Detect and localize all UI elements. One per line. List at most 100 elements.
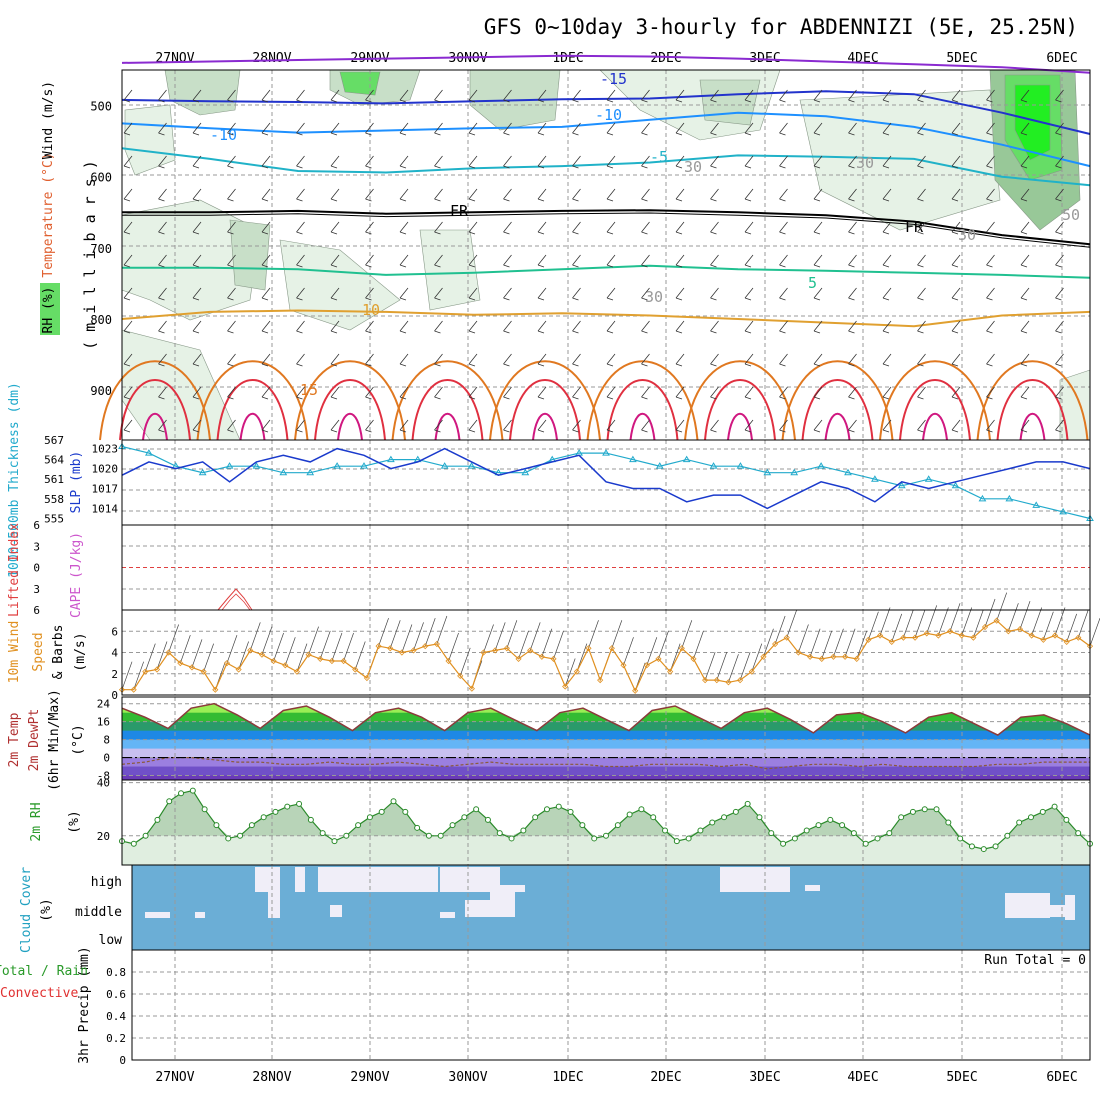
contour-label: 10 (362, 301, 380, 319)
wind-barb (1031, 607, 1043, 636)
temp-tick-label: 24 (97, 698, 111, 711)
wind-barb (848, 386, 857, 400)
wind-barb (641, 353, 650, 367)
wind-barb (1055, 155, 1064, 169)
wind-barb (123, 254, 133, 268)
wind10m-point (585, 645, 592, 652)
temp-label: 2m DewPt (27, 709, 42, 772)
wind-barb (296, 419, 305, 433)
wind-barb (710, 386, 719, 400)
wind-barb (537, 287, 547, 301)
rh-legend-swatch (40, 283, 60, 335)
rh-point (744, 800, 751, 807)
wind-barb (986, 353, 995, 367)
wind-barb (123, 419, 133, 433)
date-label-top: 2DEC (650, 51, 681, 66)
temperature-label: Temperature (°C) (41, 152, 56, 277)
wind-barb (779, 386, 788, 400)
wind-barb (553, 630, 564, 659)
wind-barb (1055, 89, 1064, 103)
wind-barb (951, 419, 961, 433)
lifted-index-tick-label: 3 (33, 583, 40, 596)
lifted-index-label: Lifted Index (7, 523, 22, 617)
wind-barb (123, 353, 133, 367)
rh-point (496, 830, 503, 837)
wind-barb (261, 254, 271, 268)
contour-label: -10 (595, 106, 622, 124)
wind-barb (296, 320, 305, 334)
wind-barb (261, 155, 271, 169)
contour-label: FR (905, 218, 924, 236)
cloud-fill (145, 912, 170, 918)
wind-barb (296, 386, 305, 400)
wind-barb (833, 628, 844, 657)
date-label-bottom: 3DEC (749, 1070, 780, 1085)
wind-barb (1089, 618, 1100, 647)
wind-barb (868, 611, 879, 640)
temp-bands (122, 703, 1090, 780)
wind-barb (399, 320, 409, 334)
rh-point (248, 822, 255, 829)
wind-barb (330, 287, 340, 301)
slp-tick-label: 1014 (92, 502, 119, 515)
thickness-point (655, 462, 664, 469)
rh-point (1063, 816, 1070, 823)
pressure-tick-label: 600 (90, 171, 112, 185)
wind-barb (158, 221, 167, 235)
rh-point (567, 808, 574, 815)
wind-barb (917, 155, 926, 169)
wind-barb (917, 419, 926, 433)
isotherm-25 (824, 412, 851, 441)
wind-barb (121, 661, 133, 690)
wind-barb (882, 419, 892, 433)
date-label-bottom: 2DEC (650, 1070, 681, 1085)
wind-barb (226, 635, 238, 664)
wind-barb (917, 287, 926, 301)
rh-point (1039, 808, 1046, 815)
slp-label: SLP (mb) (69, 451, 84, 514)
run-total-annotation: Run Total = 0 (984, 953, 1086, 968)
wind-barb (675, 122, 685, 136)
wind-barb (606, 188, 616, 202)
slp-line (121, 447, 1091, 510)
isotherm-20 (509, 379, 581, 441)
wind10m-point (725, 679, 732, 686)
wind10m-point (853, 655, 860, 662)
wind-barb (331, 632, 343, 662)
rh-point (862, 840, 869, 847)
wind-barb (951, 353, 961, 367)
wind10m-point (1016, 626, 1024, 633)
wind-barb (1055, 221, 1064, 235)
rh-point (484, 816, 491, 823)
lifted-index-tick-label: 3 (33, 540, 40, 553)
wind-barb (917, 320, 926, 334)
wind-barb (399, 254, 409, 268)
wind-barb (330, 419, 340, 433)
rh-point (284, 803, 291, 810)
rh-point (154, 816, 161, 823)
wind-barb (537, 419, 547, 433)
wind10m-point (282, 662, 289, 669)
wind-barb (572, 419, 581, 433)
wind10m-label: (m/s) (73, 632, 88, 671)
wind-barb (1020, 155, 1030, 169)
wind-barb (468, 221, 478, 235)
wind-barb (227, 221, 236, 235)
wind-barb (744, 320, 754, 334)
isotherm-20 (801, 379, 874, 441)
wind-barb (494, 622, 506, 651)
isotherm-FR (122, 209, 1091, 246)
wind-barb (434, 320, 443, 334)
wind10m-point (538, 653, 545, 660)
wind10m-point (492, 647, 499, 654)
wind-barb (848, 221, 857, 235)
isotherm-25 (727, 412, 753, 441)
wind-barb (227, 419, 236, 433)
wind-barb (261, 188, 271, 202)
isotherm--5 (121, 147, 1091, 187)
wind10m-point (655, 655, 662, 662)
wind-barb (641, 221, 650, 235)
rh-point (968, 843, 975, 850)
contour-label: 30 (684, 158, 702, 176)
